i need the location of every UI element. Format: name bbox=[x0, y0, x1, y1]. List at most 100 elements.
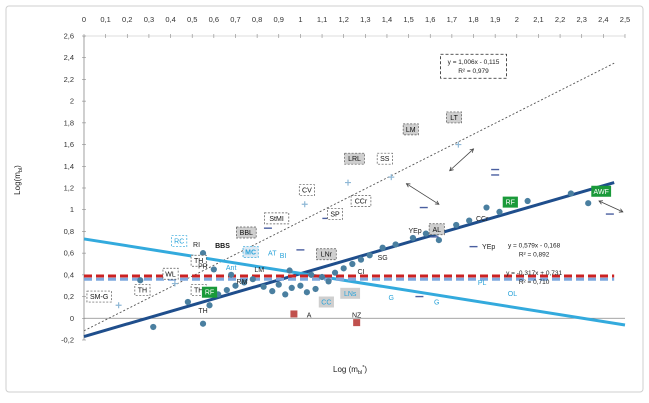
regression-equation: y = -0,317x + 0,731 R² = 0,710 bbox=[506, 270, 562, 286]
annotation-text: CC bbox=[321, 300, 331, 307]
annotation-box bbox=[162, 267, 179, 280]
annotation-label: SG bbox=[378, 255, 388, 262]
data-point bbox=[269, 288, 276, 295]
data-point bbox=[379, 244, 386, 251]
x-tick-label: 1,5 bbox=[403, 15, 413, 24]
annotation-text: LM bbox=[406, 127, 416, 134]
annotation-label: CCr bbox=[350, 195, 372, 207]
annotation-label: SM-G bbox=[86, 290, 112, 303]
data-point bbox=[228, 271, 235, 278]
annotation-label: TH bbox=[190, 254, 207, 267]
annotation-box bbox=[190, 254, 207, 267]
annotation-label: CI bbox=[357, 269, 364, 276]
annotation-label: WL bbox=[162, 267, 179, 280]
data-point bbox=[325, 278, 332, 285]
data-point-cross bbox=[388, 174, 395, 181]
data-point bbox=[585, 200, 592, 207]
annotation-arrow bbox=[449, 148, 474, 171]
annotation-label: RM bbox=[237, 279, 248, 286]
annotation-box bbox=[340, 287, 361, 299]
annotation-label: TH bbox=[198, 308, 207, 315]
equation-text: y = 1,006x - 0,115 bbox=[448, 59, 500, 66]
annotation-text: LNr bbox=[321, 252, 333, 259]
y-tick-label: 2,2 bbox=[64, 75, 74, 84]
y-tick-label: 0,6 bbox=[64, 249, 74, 258]
annotation-box bbox=[591, 185, 612, 197]
annotation-label: CV bbox=[298, 184, 315, 197]
data-point bbox=[297, 282, 304, 289]
annotation-box bbox=[242, 246, 259, 258]
annotation-label: A bbox=[307, 313, 312, 320]
chart-border bbox=[5, 5, 644, 393]
annotation-label: NZ bbox=[352, 313, 362, 320]
annotation-label: PR bbox=[198, 264, 208, 271]
data-point-square bbox=[290, 310, 298, 318]
data-point bbox=[223, 286, 230, 294]
annotation-text: YEp bbox=[408, 228, 421, 235]
data-point bbox=[249, 276, 256, 283]
x-axis-title: Log (mbl*) bbox=[333, 365, 367, 376]
annotation-box bbox=[446, 111, 462, 124]
data-point bbox=[150, 323, 157, 331]
y-tick-label: 2,4 bbox=[64, 53, 74, 62]
annotation-label: YEp bbox=[482, 244, 495, 251]
x-tick-label: 0,8 bbox=[252, 15, 262, 24]
r-squared-text: R² = 0,710 bbox=[519, 279, 550, 286]
trend-line bbox=[83, 181, 615, 338]
annotation-label: RF bbox=[502, 196, 518, 208]
x-tick-label: 0,5 bbox=[187, 15, 197, 24]
annotation-label: BBS bbox=[215, 243, 230, 250]
x-tick-label: 2,4 bbox=[598, 15, 608, 24]
x-tick-label: 1,9 bbox=[490, 15, 500, 24]
data-point-cross bbox=[455, 141, 462, 148]
y-tick-label: 0,2 bbox=[64, 292, 74, 301]
annotation-label: G bbox=[389, 295, 394, 302]
y-axis-title: Log(mbl) bbox=[13, 165, 24, 195]
data-point bbox=[288, 284, 295, 291]
annotation-label: YEp bbox=[408, 228, 421, 235]
annotation-box bbox=[171, 235, 188, 248]
arrow-head bbox=[469, 148, 475, 153]
annotation-text: AL bbox=[432, 227, 441, 234]
data-point bbox=[312, 285, 319, 293]
arrow-head bbox=[434, 200, 440, 205]
annotation-text: G bbox=[434, 300, 439, 307]
annotation-box bbox=[316, 248, 337, 261]
annotation-text: LT bbox=[450, 115, 458, 122]
annotation-text: YEp bbox=[482, 244, 495, 251]
y-tick-label: 1,2 bbox=[64, 184, 74, 193]
x-tick-label: 0,7 bbox=[230, 15, 240, 24]
data-point-cross bbox=[171, 280, 178, 287]
annotation-label: AWF bbox=[591, 185, 612, 197]
annotation-text: TH bbox=[194, 258, 203, 265]
data-point bbox=[308, 271, 315, 278]
annotation-label: MC bbox=[242, 246, 259, 258]
annotation-text: WL bbox=[165, 271, 176, 278]
r-squared-text: R² = 0,979 bbox=[458, 68, 489, 75]
y-tick-label: 1,6 bbox=[64, 140, 74, 149]
annotation-text: CV bbox=[302, 188, 312, 195]
data-point bbox=[340, 265, 347, 272]
annotation-box bbox=[298, 184, 315, 197]
annotation-text: SP bbox=[330, 212, 340, 219]
annotation-text: BI bbox=[280, 253, 287, 260]
arrow-head bbox=[598, 200, 604, 205]
regression-equation: y = 1,006x - 0,115 R² = 0,979 bbox=[440, 53, 507, 79]
annotation-label: BI bbox=[280, 253, 287, 260]
annotation-box bbox=[134, 284, 151, 296]
data-point bbox=[286, 267, 293, 274]
annotation-text: SG bbox=[378, 255, 388, 262]
data-point-cross bbox=[345, 179, 352, 186]
annotation-label: BBL bbox=[236, 226, 257, 239]
annotation-text: TH bbox=[198, 308, 207, 315]
annotation-text: PL bbox=[478, 280, 487, 287]
trend-line bbox=[83, 237, 626, 327]
annotation-text: AWF bbox=[594, 189, 609, 196]
x-tick-label: 1,3 bbox=[360, 15, 370, 24]
y-tick-label: -0,2 bbox=[61, 336, 74, 345]
annotation-box bbox=[502, 196, 518, 208]
annotation-text: BBS bbox=[215, 243, 230, 250]
x-tick-label: 1,4 bbox=[382, 15, 392, 24]
y-tick-label: 2 bbox=[70, 97, 74, 106]
annotation-label: LM bbox=[402, 123, 419, 136]
